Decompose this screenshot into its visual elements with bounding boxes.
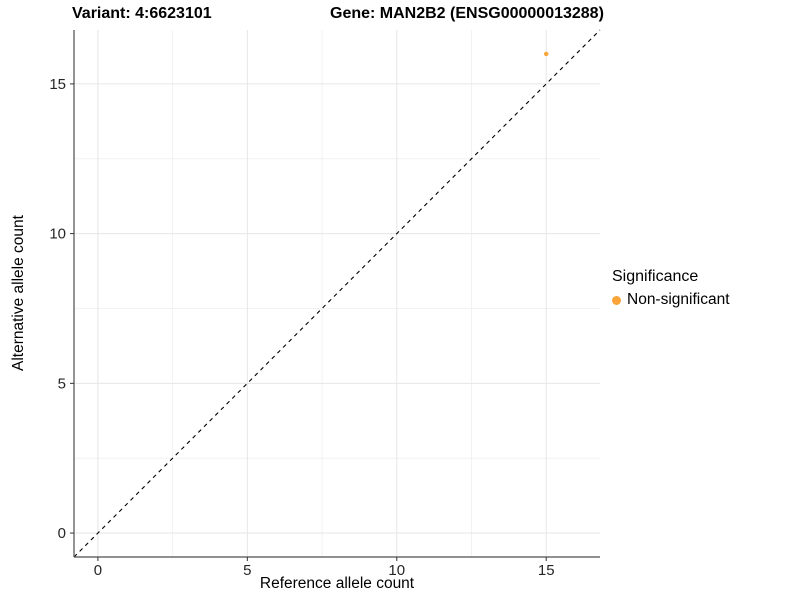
plot-title-gene: Gene: MAN2B2 (ENSG00000013288) <box>330 5 604 22</box>
x-axis-label: Reference allele count <box>259 575 415 592</box>
legend: Significance Non-significant <box>612 268 730 309</box>
y-tick-label: 5 <box>58 375 66 392</box>
y-tick-label: 10 <box>49 226 66 243</box>
x-tick-label: 5 <box>243 562 251 579</box>
y-tick-label: 15 <box>49 76 66 93</box>
y-axis-label: Alternative allele count <box>10 215 27 371</box>
legend-item-label: Non-significant <box>627 291 730 308</box>
legend-item: Non-significant <box>612 291 730 309</box>
x-tick-label: 10 <box>388 562 405 579</box>
x-tick-label: 15 <box>538 562 555 579</box>
plot-title-variant: Variant: 4:6623101 <box>72 5 212 22</box>
identity-line <box>73 29 601 558</box>
data-point <box>544 51 549 57</box>
legend-point-icon <box>612 295 621 305</box>
x-tick-label: 0 <box>94 562 102 579</box>
y-tick-label: 0 <box>58 525 66 542</box>
legend-title: Significance <box>612 268 699 285</box>
